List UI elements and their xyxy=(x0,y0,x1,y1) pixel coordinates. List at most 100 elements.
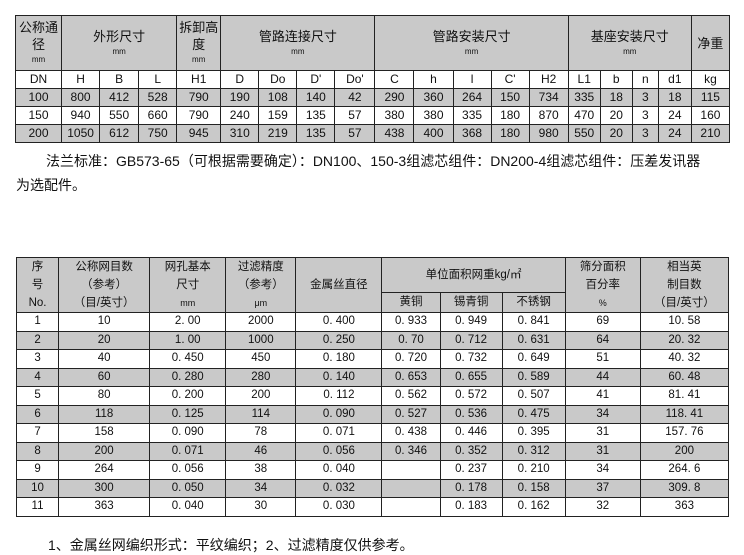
column-header: DN xyxy=(14,70,63,89)
table-cell: 219 xyxy=(258,124,298,143)
table-cell: 46 xyxy=(225,441,297,461)
table-cell: 3 xyxy=(15,349,60,369)
table-cell: 100 xyxy=(14,88,63,107)
header-hole: 网孔基本 尺寸 mm xyxy=(149,257,227,313)
table-cell: 24 xyxy=(657,124,692,143)
table-cell: 3 xyxy=(631,88,659,107)
table-cell: 0. 841 xyxy=(501,312,566,332)
table-cell: 34 xyxy=(564,404,641,424)
column-header: H xyxy=(61,70,101,89)
header-no: 序号 No. xyxy=(15,257,60,313)
table-cell: 3 xyxy=(631,124,659,143)
table-cell: 940 xyxy=(61,106,101,125)
table-cell: 0. 649 xyxy=(501,349,566,369)
table-cell: 18 xyxy=(657,88,692,107)
table-row: 8 200 0. 071 46 0. 056 0. 346 0. 352 0. 312 31 20… xyxy=(15,441,730,461)
table-cell: 438 xyxy=(374,124,415,143)
table-cell: 790 xyxy=(176,106,222,125)
table-row: 150 940 550 660 790 240 159 135 57 380 380 335 180 87… xyxy=(14,106,731,125)
table-cell xyxy=(381,460,441,480)
table-cell: 210 xyxy=(690,124,731,143)
table-cell: 335 xyxy=(567,88,601,107)
table-cell: 550 xyxy=(99,106,140,125)
note-flange-cont: 为选配件。 xyxy=(16,177,86,193)
table-cell: 528 xyxy=(138,88,178,107)
table-row: 5 80 0. 200 200 0. 112 0. 562 0. 572 0. 507 41 81… xyxy=(15,386,730,406)
table-cell: 180 xyxy=(490,106,530,125)
table-cell: 18 xyxy=(599,88,633,107)
table-cell: 69 xyxy=(564,312,641,332)
table-cell: 0. 090 xyxy=(295,404,383,424)
table-cell: 20 xyxy=(599,106,633,125)
table-cell: 10. 58 xyxy=(639,312,730,332)
table-cell: 10 xyxy=(58,312,151,332)
table-cell: 335 xyxy=(452,106,492,125)
column-header: H2 xyxy=(528,70,569,89)
note-mesh: 1、金属丝网编织形式：平纹编织；2、过滤精度仅供参考。 xyxy=(48,537,414,553)
table-cell: 0. 200 xyxy=(149,386,227,406)
column-header: b xyxy=(599,70,633,89)
table-cell: 264. 6 xyxy=(639,460,730,480)
table-cell: 64 xyxy=(564,330,641,350)
table-cell: 734 xyxy=(528,88,569,107)
header-pipe-inst: 管路安装尺寸 mm xyxy=(374,15,569,71)
table-row: 7 158 0. 090 78 0. 071 0. 438 0. 446 0. 395 31 15… xyxy=(15,423,730,443)
table-cell: 34 xyxy=(564,460,641,480)
column-header: L1 xyxy=(567,70,601,89)
table-cell: 0. 071 xyxy=(295,423,383,443)
table-cell: 0. 071 xyxy=(149,441,227,461)
table-cell: 380 xyxy=(413,106,454,125)
table-cell: 750 xyxy=(138,124,178,143)
table-cell: 81. 41 xyxy=(639,386,730,406)
dimensions-table: 公称通径 mm 外形尺寸 mm 拆卸高度 mm 管路连接尺寸 mm 管路安装尺寸 mm 基… xyxy=(14,15,731,143)
table-cell: 24 xyxy=(657,106,692,125)
header-remove: 拆卸高度 mm xyxy=(176,15,222,71)
table-cell: 150 xyxy=(14,106,63,125)
table-cell: 0. 527 xyxy=(381,404,441,424)
table-cell: 1 xyxy=(15,312,60,332)
table-cell: 264 xyxy=(452,88,492,107)
table-cell: 6 xyxy=(15,404,60,424)
header-brass: 黄铜 xyxy=(381,292,441,313)
table-cell: 114 xyxy=(225,404,297,424)
header-mesh: 公称网目数 （参考） （目/英寸） xyxy=(58,257,151,313)
table-cell: 38 xyxy=(225,460,297,480)
table-cell: 264 xyxy=(58,460,151,480)
table-cell: 200 xyxy=(639,441,730,461)
note-flange: 法兰标准：GB573-65（可根据需要确定）：DN100、150-3组滤芯组件：… xyxy=(46,153,701,169)
table-cell: 400 xyxy=(413,124,454,143)
table-cell: 158 xyxy=(58,423,151,443)
table-cell: 0. 631 xyxy=(501,330,566,350)
header-area: 筛分面积 百分率% xyxy=(564,257,641,313)
table-cell xyxy=(381,478,441,498)
table-cell: 360 xyxy=(413,88,454,107)
table-cell: 0. 933 xyxy=(381,312,441,332)
table-cell: 41 xyxy=(564,386,641,406)
table-cell: 0. 720 xyxy=(381,349,441,369)
table-row: 10 300 0. 050 34 0. 032 0. 178 0. 158 37 309. 8 xyxy=(15,478,730,498)
table-cell: 550 xyxy=(567,124,601,143)
table-cell xyxy=(381,497,441,517)
table-cell: 135 xyxy=(296,106,336,125)
table-cell: 980 xyxy=(528,124,569,143)
column-header: B xyxy=(99,70,140,89)
table-cell: 0. 507 xyxy=(501,386,566,406)
header-weight: 净重 xyxy=(690,15,731,71)
table-cell: 0. 352 xyxy=(439,441,503,461)
column-header: d1 xyxy=(657,70,692,89)
table-cell: 380 xyxy=(374,106,415,125)
table-row: 2 20 1. 00 1000 0. 250 0. 70 0. 712 0. 631 64 20.… xyxy=(15,330,730,350)
table-cell: 0. 112 xyxy=(295,386,383,406)
table-cell: 0. 536 xyxy=(439,404,503,424)
table-cell: 20. 32 xyxy=(639,330,730,350)
header-dn: 公称通径 mm xyxy=(14,15,63,71)
table-cell: 0. 446 xyxy=(439,423,503,443)
table-cell: 1050 xyxy=(61,124,101,143)
table-cell: 118 xyxy=(58,404,151,424)
table-cell: 5 xyxy=(15,386,60,406)
table-row: 200 1050 612 750 945 310 219 135 57 438 400 368 180 9… xyxy=(14,124,731,143)
table-cell: 0. 158 xyxy=(501,478,566,498)
table-cell: 1. 00 xyxy=(149,330,227,350)
table-cell: 310 xyxy=(220,124,260,143)
table-cell: 0. 210 xyxy=(501,460,566,480)
